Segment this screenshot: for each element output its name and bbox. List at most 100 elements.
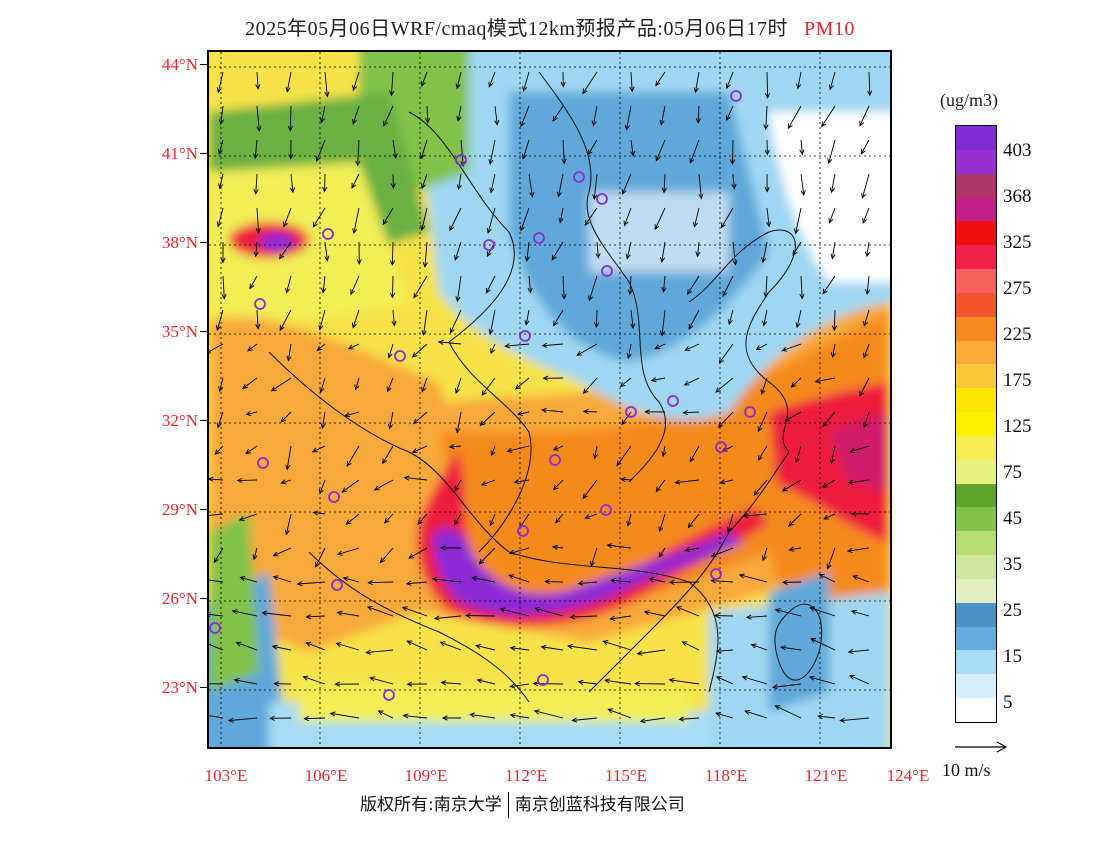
wind-arrow bbox=[420, 139, 428, 159]
wind-arrow-head bbox=[827, 158, 833, 165]
wind-arrow-head bbox=[831, 325, 838, 332]
wind-arrow-head bbox=[287, 125, 293, 132]
wind-arrow bbox=[649, 578, 666, 583]
wind-arrow bbox=[627, 343, 632, 359]
wind-arrow-head bbox=[780, 645, 786, 651]
legend-label: 125 bbox=[1003, 416, 1032, 437]
wind-arrow-head bbox=[744, 709, 751, 715]
wind-arrow-head bbox=[279, 253, 285, 260]
tick-mark bbox=[200, 242, 208, 243]
tick-mark bbox=[200, 64, 208, 65]
wind-arrow-head bbox=[655, 155, 661, 162]
wind-arrow bbox=[800, 173, 805, 196]
wind-arrow-head bbox=[235, 641, 242, 647]
wind-arrow-head bbox=[320, 423, 326, 430]
wind-arrow-head bbox=[555, 517, 561, 524]
wind-arrow bbox=[654, 207, 666, 230]
wind-arrow-head bbox=[540, 644, 547, 650]
wind-arrow-head bbox=[305, 614, 312, 620]
wind-arrow-head bbox=[587, 149, 593, 156]
wind-arrow-head bbox=[336, 550, 343, 556]
wind-arrow-head bbox=[852, 575, 859, 580]
wind-arrow-head bbox=[352, 118, 357, 125]
wind-arrow-head bbox=[321, 287, 327, 294]
lat-label: 23°N bbox=[161, 678, 198, 697]
wind-arrow-head bbox=[592, 453, 599, 460]
wind-arrow-head bbox=[634, 681, 640, 687]
wind-arrow bbox=[337, 612, 360, 617]
wind-arrow bbox=[214, 445, 224, 455]
wind-arrow-head bbox=[582, 88, 588, 95]
wind-arrow-head bbox=[741, 675, 748, 681]
wind-arrow bbox=[256, 207, 260, 233]
wind-arrow-head bbox=[253, 189, 259, 195]
wind-arrow-head bbox=[255, 323, 261, 330]
wind-arrow-head bbox=[800, 190, 806, 197]
wind-arrow-head bbox=[710, 552, 717, 558]
wind-arrow bbox=[402, 606, 428, 617]
wind-arrow-head bbox=[420, 80, 426, 87]
wind-arrow bbox=[219, 173, 224, 189]
wind-arrow-head bbox=[619, 476, 626, 483]
map-frame bbox=[207, 50, 892, 749]
wind-arrow-head bbox=[499, 607, 506, 613]
wind-arrow-head bbox=[336, 610, 343, 616]
legend-swatch bbox=[956, 221, 996, 246]
wind-arrow-head bbox=[312, 221, 318, 228]
legend-swatch bbox=[956, 316, 996, 342]
wind-arrow-head bbox=[514, 384, 521, 390]
wind-arrow-head bbox=[626, 520, 632, 527]
wind-arrow bbox=[454, 479, 462, 492]
wind-arrow bbox=[417, 513, 428, 525]
wind-arrow bbox=[792, 241, 802, 256]
wind-arrow-head bbox=[860, 148, 866, 155]
wind-arrow-head bbox=[366, 605, 373, 611]
lon-label: 121°E bbox=[804, 766, 848, 785]
wind-arrow-head bbox=[762, 320, 768, 327]
wind-arrow-head bbox=[582, 408, 589, 415]
wind-arrow-head bbox=[242, 383, 248, 389]
wind-arrow bbox=[685, 547, 700, 551]
legend-swatch bbox=[956, 578, 996, 604]
wind-arrow-head bbox=[218, 386, 224, 393]
wind-arrow bbox=[330, 712, 360, 719]
wind-arrow-head bbox=[764, 93, 771, 99]
wind-arrow bbox=[726, 71, 734, 89]
wind-arrow bbox=[352, 71, 360, 91]
wind-arrow bbox=[687, 513, 700, 528]
wind-arrow-head bbox=[822, 288, 828, 295]
wind-arrow-head bbox=[577, 679, 584, 685]
wind-arrow bbox=[687, 275, 700, 295]
wind-arrow bbox=[450, 309, 462, 333]
wind-arrow bbox=[787, 105, 802, 129]
wind-arrow bbox=[585, 513, 598, 519]
wind-arrow bbox=[578, 681, 598, 685]
wind-arrow-head bbox=[412, 418, 419, 425]
wind-arrow-head bbox=[406, 640, 413, 646]
wind-arrow bbox=[239, 513, 258, 521]
wind-arrow bbox=[592, 105, 598, 126]
wind-arrow bbox=[694, 207, 700, 227]
wind-arrow bbox=[322, 275, 326, 293]
wind-arrow-head bbox=[231, 609, 238, 615]
wind-arrow-head bbox=[828, 217, 834, 224]
wind-arrow bbox=[280, 411, 292, 423]
wind-arrow bbox=[321, 105, 326, 123]
wind-arrow bbox=[572, 717, 598, 721]
wind-arrow bbox=[454, 513, 462, 525]
wind-arrow bbox=[256, 71, 259, 89]
wind-arrow bbox=[528, 275, 531, 293]
wind-arrow bbox=[249, 275, 258, 289]
wind-arrow-head bbox=[390, 292, 396, 299]
wind-arrow bbox=[821, 105, 836, 127]
wind-arrow-head bbox=[488, 81, 494, 88]
wind-arrow bbox=[732, 241, 736, 265]
wind-arrow bbox=[721, 207, 734, 228]
wind-arrow-head bbox=[220, 257, 226, 264]
wind-arrow-head bbox=[757, 455, 763, 462]
lat-label: 26°N bbox=[161, 589, 198, 608]
wind-arrow bbox=[408, 547, 428, 559]
wind-arrow bbox=[456, 275, 462, 302]
title-main: 2025年05月06日WRF/cmaq模式12km预报产品:05月06日17时 bbox=[245, 18, 788, 40]
wind-arrow bbox=[655, 71, 666, 86]
